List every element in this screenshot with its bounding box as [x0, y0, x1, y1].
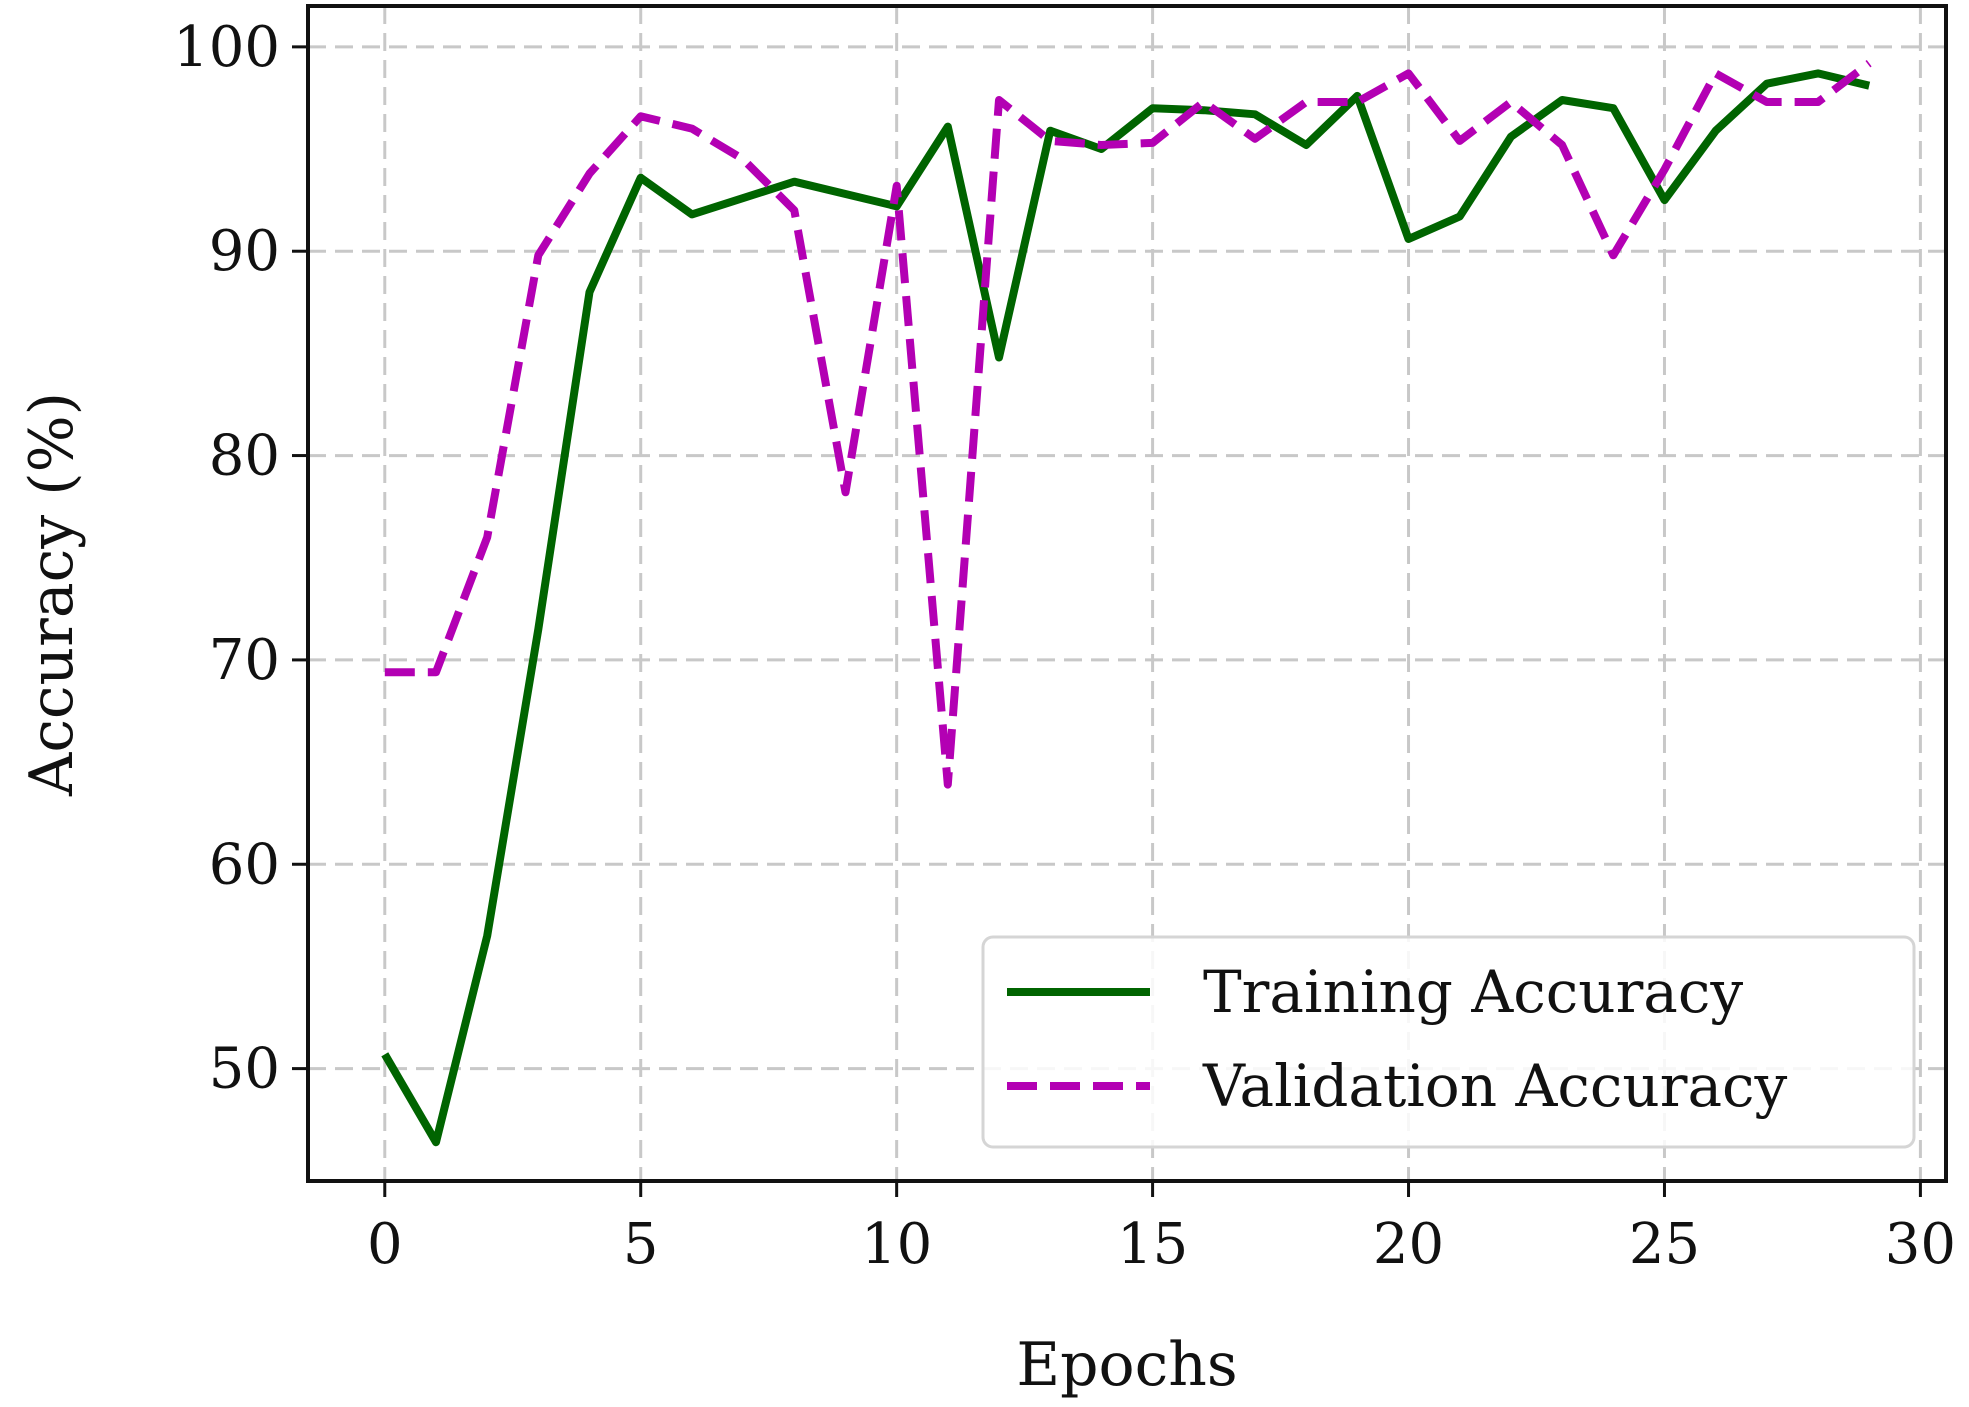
plot-frame	[306, 4, 1948, 1183]
x-axis-label: Epochs	[1016, 1330, 1237, 1400]
training-accuracy-line	[381, 69, 1871, 1147]
x-tick-label: 20	[1373, 1212, 1444, 1277]
y-tick-label: 50	[209, 1037, 280, 1102]
x-tick-label: 5	[623, 1212, 659, 1277]
x-tick-label: 15	[1117, 1212, 1188, 1277]
validation-accuracy-line	[384, 60, 1872, 789]
legend: Training Accuracy Validation Accuracy	[981, 935, 1916, 1149]
legend-label: Validation Accuracy	[1202, 1052, 1788, 1120]
axis-ticks: 0 5 10 15 20 25 30 50 60 70 80 90 100	[173, 15, 1956, 1277]
series-lines	[381, 60, 1872, 1147]
x-tick-label: 10	[861, 1212, 932, 1277]
x-tick-label: 30	[1885, 1212, 1956, 1277]
y-tick-label: 100	[173, 15, 280, 80]
x-tick-label: 0	[367, 1212, 403, 1277]
legend-box	[981, 935, 1916, 1149]
legend-label: Training Accuracy	[1203, 958, 1743, 1026]
y-tick-label: 60	[209, 832, 280, 897]
y-axis-label: Accuracy (%)	[17, 392, 87, 797]
y-tick-label: 70	[209, 628, 280, 693]
y-tick-label: 80	[209, 424, 280, 489]
y-tick-label: 90	[209, 219, 280, 284]
x-tick-label: 25	[1629, 1212, 1700, 1277]
